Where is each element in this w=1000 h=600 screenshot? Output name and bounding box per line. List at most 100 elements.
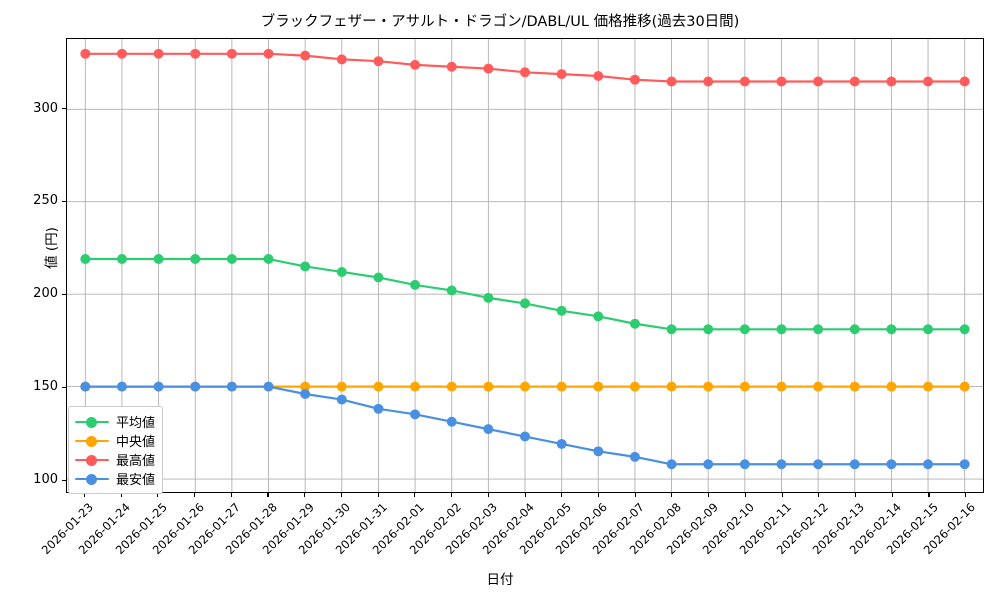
data-point <box>520 298 530 309</box>
data-point <box>300 261 311 272</box>
data-point <box>923 459 934 470</box>
x-axis-tick-mark <box>414 493 416 497</box>
data-point <box>703 459 714 470</box>
x-axis-tick-mark <box>781 493 783 497</box>
data-point <box>666 459 677 470</box>
x-axis-tick-mark <box>487 493 489 497</box>
data-point <box>410 59 421 70</box>
data-point <box>666 381 677 392</box>
data-point <box>300 389 311 399</box>
y-axis-tick-label: 200 <box>33 286 58 302</box>
data-point <box>116 48 127 59</box>
data-point <box>336 394 347 405</box>
data-point <box>483 63 494 74</box>
data-point <box>556 438 567 449</box>
data-point <box>556 381 567 392</box>
x-axis-tick-mark <box>854 493 857 497</box>
data-point <box>849 76 860 87</box>
data-point <box>410 409 421 420</box>
data-point <box>923 76 934 87</box>
data-point <box>923 381 934 392</box>
x-axis-tick-mark <box>120 493 122 497</box>
chart-legend: 平均値中央値最高値 最安値 <box>68 406 164 494</box>
x-axis-tick-mark <box>451 493 453 497</box>
data-point <box>336 54 347 65</box>
data-point <box>226 254 237 265</box>
data-point <box>739 381 750 392</box>
data-point <box>373 403 384 414</box>
data-point <box>556 305 567 316</box>
data-point <box>593 311 604 322</box>
y-axis-tick-mark <box>62 479 66 481</box>
x-axis-tick-mark <box>230 493 232 497</box>
data-point <box>629 381 640 392</box>
legend-item[interactable]: 最高値 <box>75 450 155 469</box>
data-point <box>410 279 421 290</box>
data-point <box>520 67 530 78</box>
data-point <box>263 254 274 265</box>
legend-item-label: 平均値 <box>116 416 156 431</box>
data-point <box>300 381 311 392</box>
data-point <box>813 76 824 87</box>
legend-swatch-icon <box>75 415 109 429</box>
legend-item-label: 中央値 <box>116 435 156 450</box>
y-axis-tick-mark <box>62 386 66 388</box>
data-point <box>153 48 164 59</box>
data-point <box>776 76 787 87</box>
y-axis-tick-label: 300 <box>33 100 58 116</box>
data-point <box>483 381 494 392</box>
data-point <box>629 74 640 85</box>
y-axis-tick-label: 100 <box>33 472 58 487</box>
data-point <box>886 324 897 335</box>
legend-item[interactable]: 平均値 <box>75 412 155 431</box>
data-point <box>886 459 897 470</box>
chart-title: ブラックフェザー・アサルト・ドラゴン/DABL/UL 価格推移(過去30日間) <box>260 14 740 30</box>
x-axis-tick-mark <box>708 493 710 497</box>
data-point <box>593 71 604 81</box>
data-point <box>629 318 640 329</box>
data-point <box>776 324 787 335</box>
data-point <box>80 381 91 392</box>
legend-item-label: 最高値 <box>116 454 156 469</box>
x-axis-tick-mark <box>377 493 379 497</box>
data-point <box>923 324 934 335</box>
data-point <box>373 272 384 283</box>
data-point <box>739 324 750 335</box>
legend-swatch-icon <box>75 453 109 467</box>
data-point <box>666 76 677 87</box>
data-point <box>520 431 530 442</box>
data-point <box>446 381 457 392</box>
data-point <box>886 76 897 87</box>
data-point <box>80 48 91 59</box>
data-point <box>116 254 127 265</box>
data-point <box>959 459 970 470</box>
data-point <box>849 381 860 392</box>
y-axis-label: 値 (円) <box>44 227 60 269</box>
data-point <box>373 56 384 67</box>
series-最高値 <box>80 48 970 87</box>
legend-item[interactable]: 中央値 <box>75 431 155 450</box>
legend-item[interactable]: 最安値 <box>75 469 155 488</box>
data-point <box>886 381 897 392</box>
data-point <box>593 381 604 392</box>
data-point <box>703 76 714 87</box>
data-point <box>190 381 201 392</box>
data-point <box>739 76 750 87</box>
data-point <box>300 50 311 61</box>
x-axis-tick-mark <box>340 493 342 497</box>
x-axis-tick-mark <box>194 493 196 497</box>
data-point <box>190 254 201 265</box>
data-point <box>703 324 714 335</box>
data-point <box>520 381 530 392</box>
data-point <box>446 285 457 296</box>
x-axis-tick-mark <box>561 493 563 497</box>
data-point <box>813 459 824 470</box>
x-axis-label: 日付 <box>486 572 514 588</box>
legend-swatch-icon <box>75 434 109 448</box>
x-axis-tick-mark <box>928 493 930 497</box>
data-point <box>226 48 237 59</box>
x-axis-tick-mark <box>83 493 85 497</box>
data-point <box>153 254 164 265</box>
data-point <box>226 381 237 392</box>
x-axis-tick-mark <box>965 493 967 497</box>
